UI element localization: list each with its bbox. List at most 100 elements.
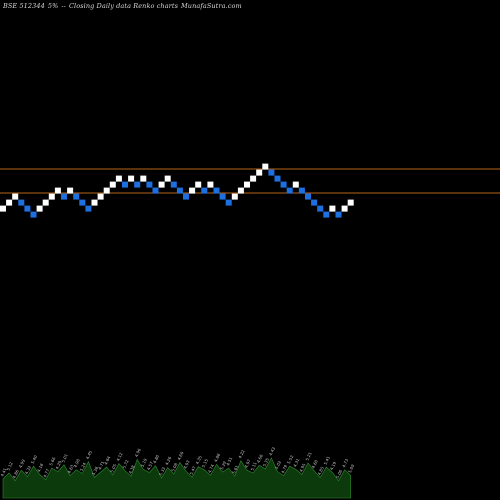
renko-brick	[256, 169, 263, 176]
renko-brick	[122, 181, 128, 188]
renko-brick	[140, 175, 147, 182]
renko-brick	[67, 187, 74, 194]
renko-brick	[146, 181, 153, 188]
volume-label: 5.15	[201, 458, 209, 469]
volume-label: 5.52	[286, 454, 294, 465]
volume-label: 5.38	[91, 465, 99, 476]
symbol-label: BSE 512344	[3, 2, 45, 10]
renko-brick	[164, 175, 171, 182]
volume-label: 5.08	[170, 462, 178, 473]
renko-brick	[36, 205, 43, 212]
volume-label: 5.21	[304, 451, 312, 462]
renko-brick	[298, 187, 305, 194]
renko-brick	[97, 193, 104, 200]
volume-label: 4.22	[237, 449, 245, 460]
volume-label: 4.88	[213, 452, 221, 463]
volume-label: 4.85	[317, 465, 325, 476]
renko-brick	[244, 181, 250, 188]
renko-brick	[73, 193, 80, 200]
renko-brick	[48, 193, 55, 200]
volume-label: 5.01	[60, 453, 68, 464]
volume-label: 4.63	[66, 464, 74, 475]
change-label: 5%	[47, 2, 59, 10]
volume-label: 5.66	[48, 456, 56, 467]
renko-brick	[24, 205, 31, 212]
renko-brick	[189, 187, 196, 194]
volume-label: 4.95	[298, 462, 306, 473]
volume-label: 5.11	[249, 461, 257, 472]
renko-brick	[329, 205, 336, 212]
renko-brick	[347, 199, 354, 206]
renko-brick	[286, 187, 293, 194]
renko-brick	[54, 187, 61, 194]
renko-brick	[292, 181, 299, 188]
volume-label: 5.33	[158, 466, 166, 477]
volume-label: 5.06	[335, 469, 343, 480]
volume-label: 4.99	[18, 458, 26, 469]
renko-brick	[274, 175, 281, 182]
volume-label: 4.93	[182, 459, 190, 470]
renko-brick	[115, 175, 122, 182]
volume-label: 5.29	[219, 460, 227, 471]
volume-area	[2, 457, 351, 499]
renko-brick	[79, 199, 86, 206]
renko-brick	[305, 193, 311, 200]
volume-label: 5.19	[140, 457, 148, 468]
volume-label: 4.69	[176, 450, 184, 461]
volume-label: 4.57	[146, 460, 154, 471]
renko-brick	[335, 211, 342, 218]
renko-brick	[12, 193, 19, 200]
renko-brick	[323, 211, 330, 218]
renko-brick	[85, 205, 92, 212]
renko-brick	[0, 205, 6, 212]
renko-brick	[103, 187, 110, 194]
volume-label: 4.35	[195, 454, 203, 465]
renko-brick	[183, 193, 189, 200]
volume-label: 4.97	[243, 458, 251, 469]
volume-label: 4.26	[164, 455, 172, 466]
volume-label: 4.73	[341, 458, 349, 469]
renko-brick	[268, 169, 275, 176]
renko-brick	[42, 199, 49, 206]
volume-label: 5.61	[231, 464, 239, 475]
renko-brick	[237, 187, 244, 194]
volume-label: 4.74	[207, 463, 215, 474]
renko-brick	[213, 187, 220, 194]
volume-label: 4.71	[97, 460, 105, 471]
renko-brick	[152, 187, 159, 194]
renko-brick	[317, 205, 324, 212]
volume-label: 4.79	[280, 464, 288, 475]
volume-area-path	[2, 457, 351, 499]
volume-label: 4.90	[73, 458, 81, 469]
renko-brick	[280, 181, 287, 188]
renko-brick	[6, 199, 13, 206]
volume-label: 4.19	[329, 460, 337, 471]
renko-brick	[61, 193, 67, 200]
volume-label: 5.02	[274, 459, 282, 470]
renko-brick	[91, 199, 98, 206]
volume-label: 4.66	[256, 453, 264, 464]
renko-brick	[18, 199, 25, 206]
volume-label: 4.84	[103, 455, 111, 466]
volume-label: 4.31	[292, 457, 300, 468]
renko-brick	[201, 187, 208, 194]
renko-brick	[231, 193, 238, 200]
volume-label: 4.96	[134, 447, 142, 458]
renko-bricks	[0, 163, 354, 218]
volume-label: 5.47	[188, 465, 196, 476]
volume-label: 4.43	[268, 446, 276, 457]
volume-label: 5.40	[30, 454, 38, 465]
volume-label: 5.72	[121, 459, 129, 470]
volume-label: 4.32	[24, 464, 32, 475]
renko-brick	[250, 175, 257, 182]
volume-label: 4.12	[115, 451, 123, 462]
renko-brick	[262, 163, 269, 170]
volume-label: 4.29	[54, 459, 62, 470]
chart-title: BSE 512344 5% -- Closing Daily data Renko c…	[3, 2, 245, 10]
renko-brick	[195, 181, 202, 188]
volume-label: 4.38	[127, 464, 135, 475]
volume-label: 4.18	[36, 462, 44, 473]
renko-brick	[158, 181, 165, 188]
volume-label: 4.60	[310, 459, 318, 470]
